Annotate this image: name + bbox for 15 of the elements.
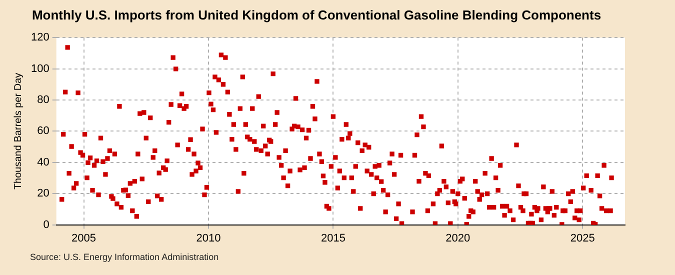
y-tick-label: 60 [37, 125, 50, 138]
y-tick-label: 40 [37, 156, 50, 168]
x-tick-label: 2005 [72, 232, 96, 244]
y-axis-title: Thousand Barrels per Day [12, 72, 24, 190]
y-tick-label: 120 [30, 32, 50, 44]
y-tick-label: 20 [37, 188, 50, 200]
y-tick-label: 0 [43, 218, 50, 231]
chart-title: Monthly U.S. Imports from United Kingdom of Conventional Gasoline Blending Components [32, 7, 602, 22]
x-tick-label: 2015 [320, 232, 346, 244]
x-tick-label: 2010 [196, 232, 221, 244]
y-tick-label: 80 [37, 94, 50, 106]
x-tick-label: 2020 [446, 232, 470, 244]
x-tick-label: 2025 [570, 232, 595, 244]
source-note: Source: U.S. Energy Information Administration [30, 252, 219, 262]
y-tick-label: 100 [30, 62, 50, 75]
